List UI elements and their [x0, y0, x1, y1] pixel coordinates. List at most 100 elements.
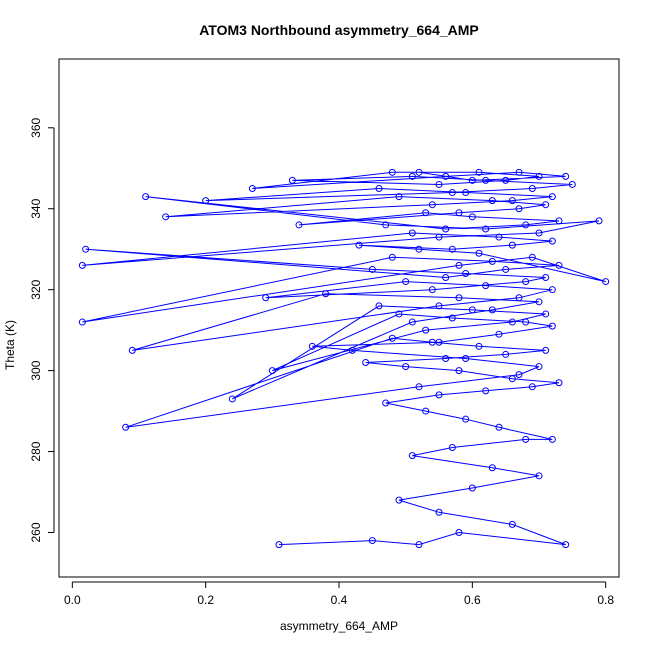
- data-point: [495, 330, 503, 338]
- data-point: [262, 294, 270, 302]
- data-point: [388, 253, 396, 261]
- y-tick-label: 360: [29, 117, 43, 137]
- data-point: [508, 197, 516, 205]
- data-point: [528, 253, 536, 261]
- y-axis: 260 280 300 320 340 360: [29, 117, 55, 543]
- data-point: [548, 193, 556, 201]
- data-point: [78, 261, 86, 269]
- data-point: [448, 189, 456, 197]
- data-point: [248, 185, 256, 192]
- data-point: [548, 237, 556, 245]
- data-point: [375, 185, 383, 192]
- chart-title: ATOM3 Northbound asymmetry_664_AMP: [199, 22, 479, 38]
- data-point: [522, 318, 530, 326]
- data-point: [442, 354, 450, 362]
- y-tick-label: 280: [29, 441, 43, 461]
- data-point: [375, 302, 383, 310]
- data-point: [348, 346, 356, 354]
- data-point: [275, 541, 283, 549]
- data-point: [475, 249, 483, 257]
- data-point: [442, 274, 450, 282]
- data-point: [142, 193, 150, 201]
- data-point: [128, 346, 136, 354]
- data-point: [435, 508, 443, 516]
- data-point: [468, 484, 476, 492]
- data-point: [428, 201, 436, 209]
- data-point: [415, 245, 423, 253]
- series-line: [82, 171, 606, 546]
- data-point: [502, 176, 510, 184]
- data-point: [548, 322, 556, 330]
- data-point: [448, 444, 456, 451]
- data-point: [548, 435, 556, 443]
- data-point: [395, 193, 403, 201]
- data-point: [82, 245, 90, 253]
- data-point: [542, 346, 550, 354]
- data-point: [415, 383, 423, 391]
- data-point: [288, 176, 296, 184]
- data-point: [368, 537, 376, 545]
- data-point: [462, 354, 470, 362]
- data-point: [408, 318, 416, 326]
- data-point: [482, 387, 490, 395]
- data-point: [595, 217, 603, 225]
- data-point: [402, 278, 410, 286]
- data-point: [368, 265, 376, 273]
- data-point: [428, 286, 436, 294]
- data-point: [488, 257, 496, 265]
- x-axis: 0.0 0.2 0.4 0.6 0.8: [64, 581, 614, 607]
- data-point: [502, 350, 510, 358]
- data-point: [408, 229, 416, 237]
- data-point: [528, 383, 536, 391]
- data-point: [535, 229, 543, 237]
- data-point: [542, 274, 550, 282]
- data-point: [422, 326, 430, 334]
- data-point: [455, 294, 463, 302]
- data-point: [555, 217, 563, 225]
- data-point: [435, 391, 443, 399]
- data-point: [535, 363, 543, 371]
- data-point: [515, 294, 523, 302]
- plot-frame: [58, 58, 620, 578]
- data-point: [448, 245, 456, 253]
- x-tick-label: 0.2: [197, 593, 214, 607]
- data-point: [522, 435, 530, 443]
- data-point: [442, 172, 450, 180]
- data-point: [462, 189, 470, 197]
- data-point: [448, 314, 456, 322]
- data-point: [462, 415, 470, 423]
- x-tick-label: 0.8: [597, 593, 614, 607]
- data-point: [402, 363, 410, 371]
- data-point: [322, 290, 330, 298]
- data-point: [488, 197, 496, 205]
- x-tick-label: 0.6: [464, 593, 481, 607]
- data-point: [508, 520, 516, 528]
- y-tick-label: 320: [29, 279, 43, 299]
- data-point: [228, 395, 236, 403]
- data-point: [542, 310, 550, 318]
- data-point: [422, 209, 430, 217]
- data-point: [462, 269, 470, 277]
- y-tick-label: 300: [29, 360, 43, 380]
- data-point: [555, 261, 563, 269]
- data-point: [522, 278, 530, 286]
- data-point: [515, 205, 523, 213]
- data-point: [415, 541, 423, 549]
- data-point: [535, 172, 543, 180]
- data-point: [555, 379, 563, 387]
- data-point: [122, 423, 130, 431]
- data-point: [382, 399, 390, 407]
- data-point: [482, 225, 490, 233]
- data-point: [202, 197, 210, 205]
- data-point: [295, 221, 303, 229]
- y-tick-label: 340: [29, 198, 43, 218]
- data-point: [442, 225, 450, 233]
- data-point: [468, 213, 476, 221]
- x-tick-label: 0.0: [64, 593, 81, 607]
- data-point: [422, 407, 430, 415]
- y-tick-label: 260: [29, 522, 43, 542]
- data-point: [542, 201, 550, 209]
- data-point: [162, 213, 170, 221]
- x-tick-label: 0.4: [331, 593, 348, 607]
